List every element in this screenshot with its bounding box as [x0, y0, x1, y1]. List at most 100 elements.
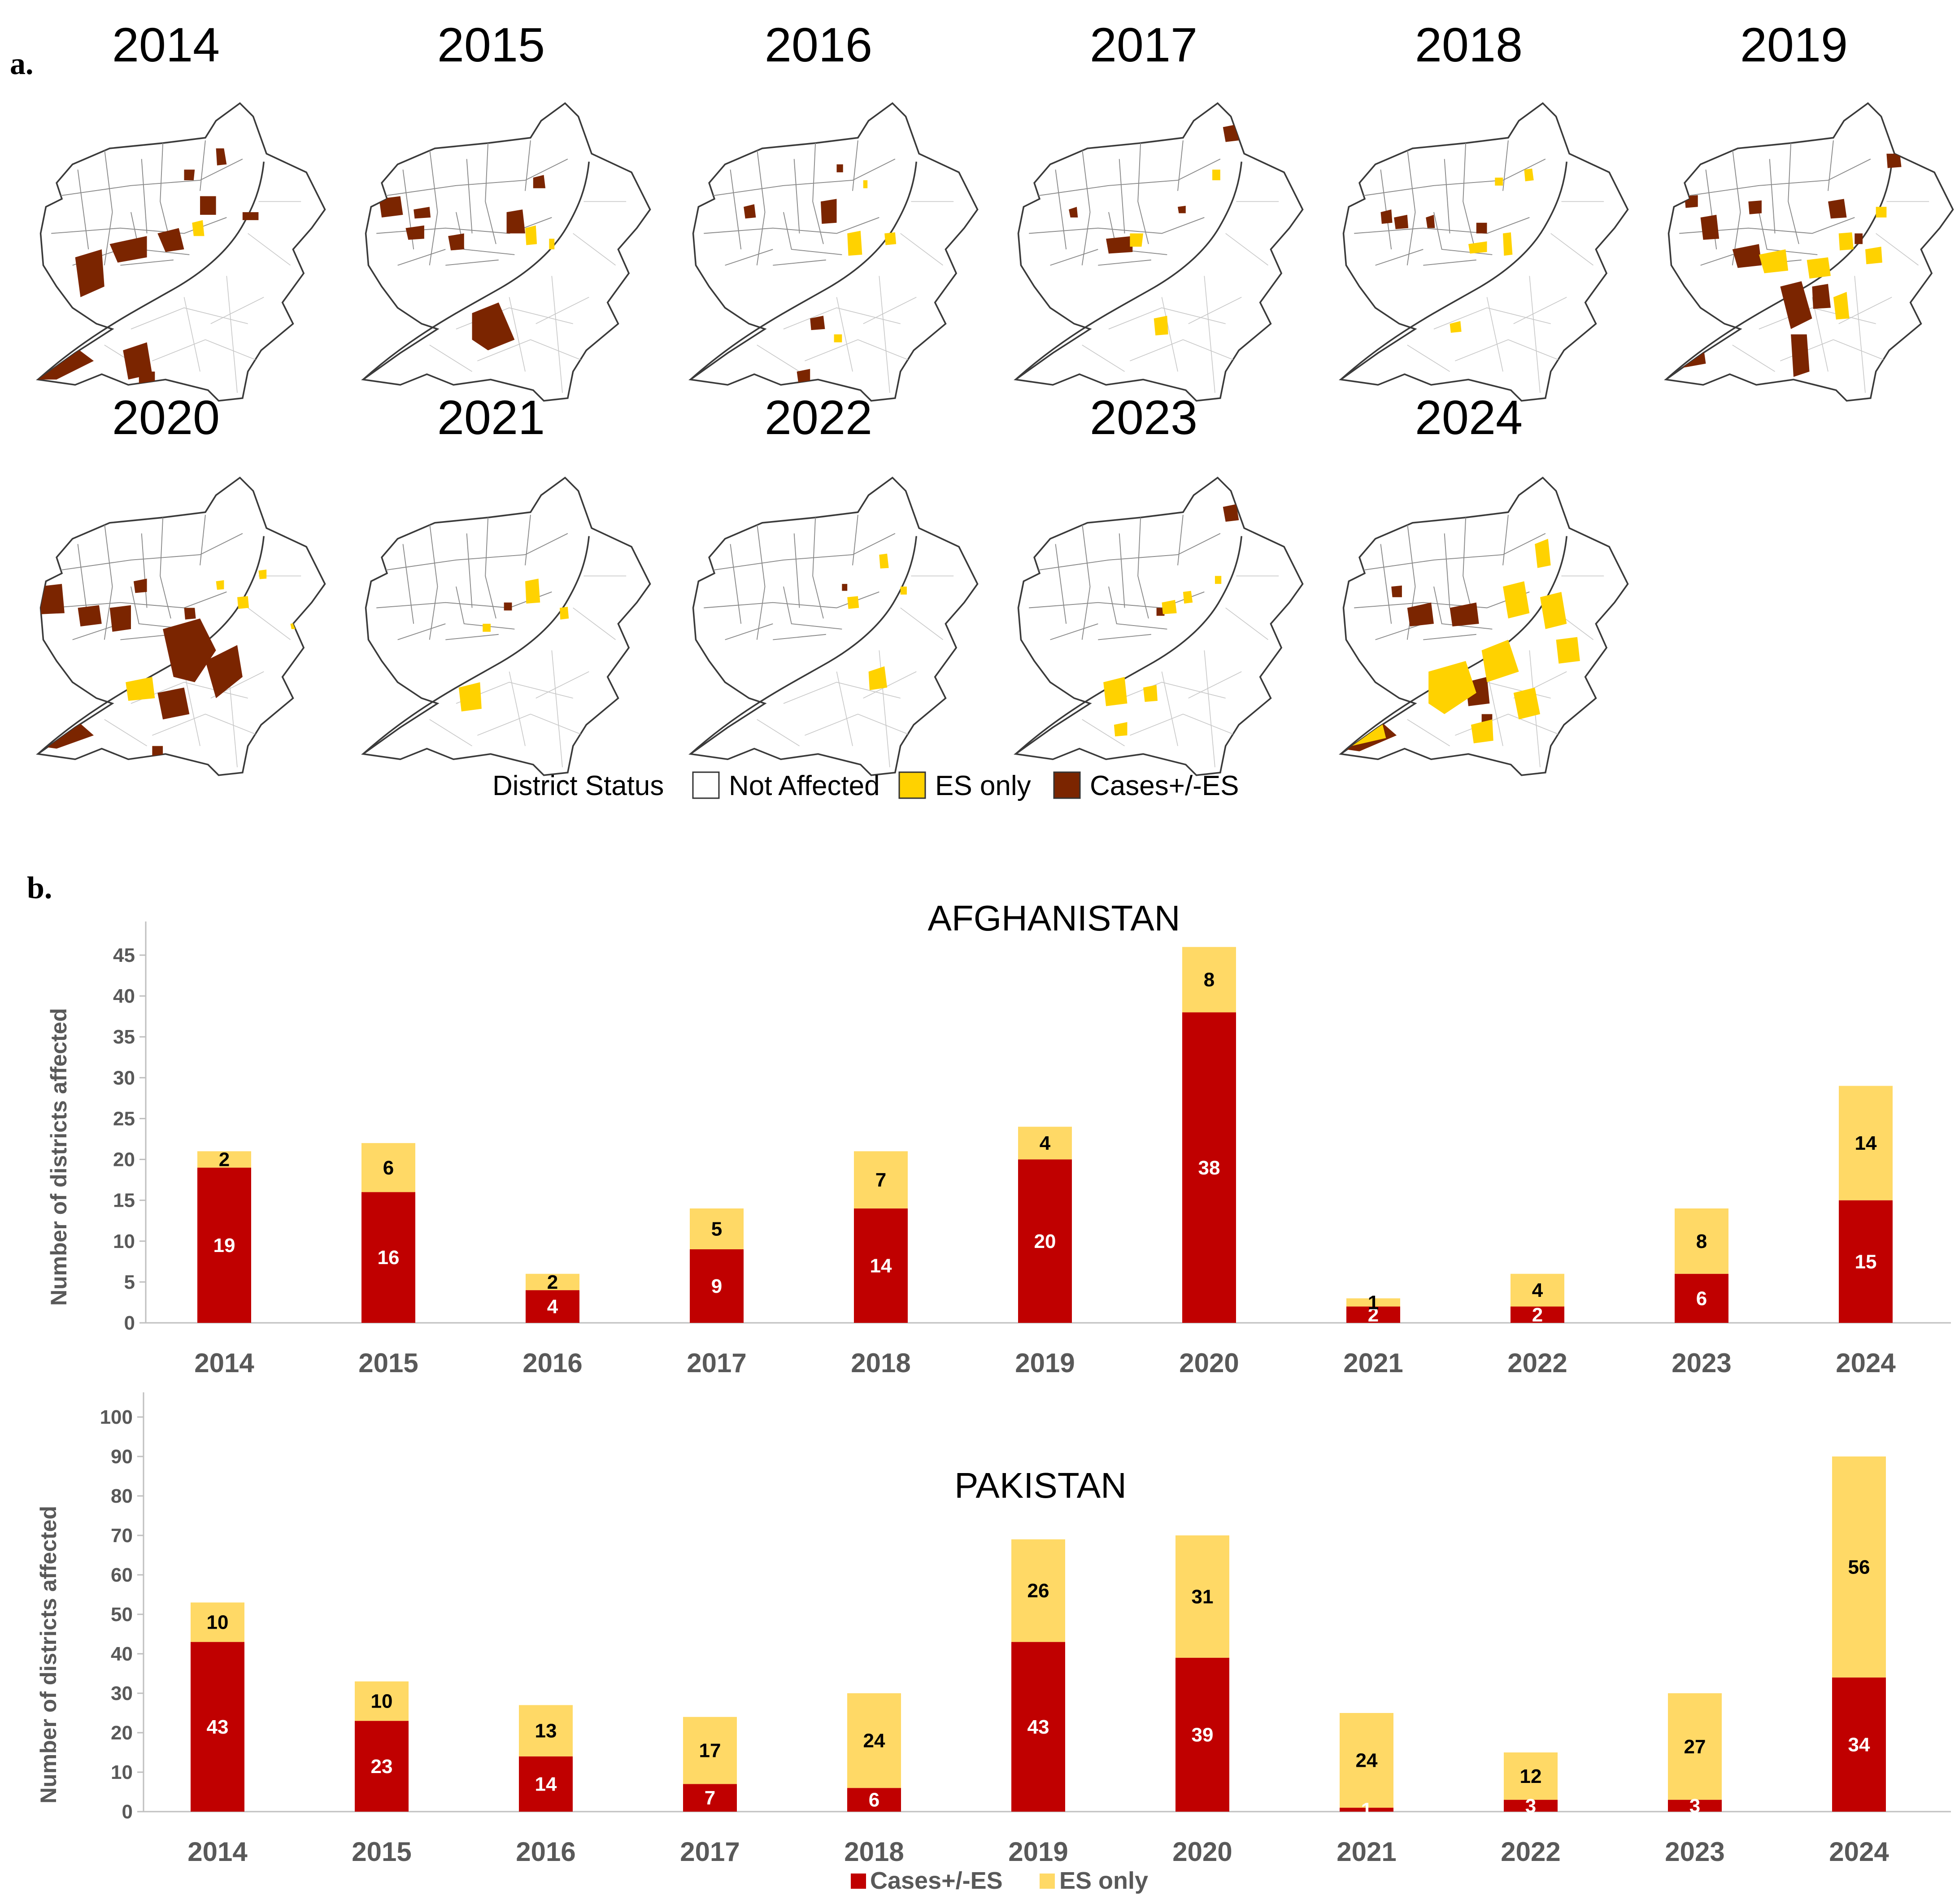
bar-cases-2024 [1839, 1200, 1893, 1323]
bar-es-only-2018 [847, 1693, 901, 1788]
bar-es-only-2022 [1504, 1752, 1558, 1800]
x-tick-label-2014: 2014 [194, 1348, 254, 1378]
x-tick-label-2015: 2015 [352, 1837, 411, 1867]
x-tick-label-2019: 2019 [1008, 1837, 1068, 1867]
bar-label-cases-2020: 39 [1192, 1724, 1214, 1746]
legend-swatch-cases [1053, 771, 1081, 799]
panel-a-label: a. [10, 47, 34, 81]
bar-label-es-only-2018: 24 [863, 1730, 885, 1752]
y-axis-label: Number of districts affected [46, 1008, 71, 1306]
bar-label-es-only-2020: 31 [1192, 1586, 1214, 1608]
y-tick-label: 5 [124, 1271, 135, 1293]
legend-label-cases: Cases+/-ES [1090, 770, 1239, 801]
map-2016 [691, 103, 978, 401]
bar-cases-2021 [1346, 1306, 1400, 1323]
y-tick-label: 0 [122, 1801, 133, 1823]
bar-es-only-2020 [1175, 1535, 1229, 1658]
bar-label-cases-2024: 15 [1855, 1251, 1877, 1273]
x-tick-label-2021: 2021 [1343, 1348, 1403, 1378]
y-tick-label: 10 [111, 1761, 133, 1783]
map-year-title-2017: 2017 [1090, 17, 1197, 72]
bar-label-es-only-2015: 6 [383, 1157, 394, 1179]
y-tick-label: 60 [111, 1564, 133, 1586]
map-year-title-2015: 2015 [437, 17, 545, 72]
bar-label-cases-2021: 2 [1368, 1304, 1379, 1326]
bar-es-only-2021 [1346, 1298, 1400, 1307]
bar-es-only-2017 [690, 1208, 744, 1249]
bar-label-es-only-2019: 4 [1040, 1132, 1051, 1154]
x-tick-label-2023: 2023 [1665, 1837, 1724, 1867]
bar-cases-2019 [1018, 1159, 1072, 1323]
bar-cases-2018 [854, 1208, 908, 1323]
bar-label-cases-2018: 6 [869, 1789, 879, 1811]
bar-es-only-2023 [1675, 1208, 1728, 1274]
map-year-title-2019: 2019 [1740, 17, 1848, 72]
bar-cases-2014 [191, 1642, 244, 1812]
x-tick-label-2022: 2022 [1501, 1837, 1560, 1867]
bar-cases-2019 [1011, 1642, 1065, 1812]
legend-label-es-only: ES only [935, 770, 1031, 801]
bar-label-es-only-2017: 5 [711, 1218, 722, 1240]
map-year-title-2024: 2024 [1415, 390, 1523, 444]
bar-cases-2016 [519, 1756, 573, 1812]
map-2024 [1341, 478, 1628, 775]
map-year-title-2023: 2023 [1090, 390, 1197, 444]
x-tick-label-2019: 2019 [1015, 1348, 1075, 1378]
bar-label-cases-2019: 20 [1034, 1230, 1056, 1252]
bar-es-only-2016 [526, 1274, 579, 1291]
bar-cases-2023 [1668, 1800, 1722, 1812]
map-year-title-2021: 2021 [437, 390, 545, 444]
x-tick-label-2018: 2018 [851, 1348, 910, 1378]
bar-cases-2015 [361, 1192, 415, 1323]
y-tick-label: 0 [124, 1312, 135, 1334]
y-tick-label: 40 [113, 985, 135, 1007]
bar-es-only-2014 [191, 1602, 244, 1642]
bar-label-cases-2014: 19 [213, 1235, 235, 1256]
bar-label-es-only-2016: 2 [547, 1271, 558, 1293]
bar-es-only-2023 [1668, 1693, 1722, 1800]
bar-label-es-only-2024: 14 [1855, 1132, 1877, 1154]
y-tick-label: 10 [113, 1230, 135, 1252]
x-tick-label-2021: 2021 [1336, 1837, 1396, 1867]
bar-legend-label-cases: Cases+/-ES [870, 1867, 1003, 1894]
bar-es-only-2016 [519, 1705, 573, 1756]
bar-label-cases-2016: 14 [535, 1773, 557, 1795]
x-tick-label-2014: 2014 [187, 1837, 248, 1867]
bar-es-only-2024 [1832, 1456, 1886, 1678]
chart-title: PAKISTAN [954, 1465, 1127, 1505]
y-tick-label: 80 [111, 1485, 133, 1507]
bar-label-es-only-2016: 13 [535, 1720, 557, 1742]
y-tick-label: 15 [113, 1190, 135, 1212]
map-2021 [363, 478, 650, 775]
panel-b-label: b. [27, 871, 52, 905]
y-tick-label: 30 [111, 1682, 133, 1704]
bar-es-only-2020 [1182, 947, 1236, 1013]
legend-title: District Status [492, 770, 664, 801]
chart-title: AFGHANISTAN [927, 898, 1180, 938]
bar-legend-swatch-cases [851, 1874, 866, 1889]
bar-cases-2017 [690, 1249, 744, 1323]
y-tick-label: 100 [100, 1406, 133, 1428]
y-tick-label: 50 [111, 1604, 133, 1626]
map-year-titles: 2014 2015 2016 2017 2018 2019 2020 2021 2022 2023… [112, 17, 1848, 444]
map-year-title-2016: 2016 [765, 17, 872, 72]
bar-es-only-2015 [355, 1681, 409, 1721]
bar-label-cases-2024: 34 [1848, 1734, 1870, 1756]
x-tick-label-2018: 2018 [844, 1837, 904, 1867]
bar-es-only-2019 [1011, 1539, 1065, 1642]
bar-label-es-only-2022: 4 [1532, 1279, 1543, 1301]
bar-es-only-2019 [1018, 1126, 1072, 1160]
y-axis-label: Number of districts affected [36, 1506, 61, 1804]
bar-label-cases-2015: 23 [371, 1756, 393, 1778]
chart-afghanistan: AFGHANISTAN Number of districts affected 0… [46, 898, 1951, 1378]
bar-label-es-only-2014: 2 [219, 1149, 230, 1171]
bar-label-es-only-2021: 24 [1356, 1750, 1378, 1772]
bar-cases-2020 [1175, 1657, 1229, 1812]
map-2023 [1016, 478, 1303, 775]
map-2017 [1016, 103, 1303, 401]
bar-label-es-only-2023: 27 [1684, 1736, 1706, 1758]
bar-cases-2021 [1340, 1808, 1393, 1812]
map-year-title-2020: 2020 [112, 390, 220, 444]
bar-label-es-only-2024: 56 [1848, 1556, 1870, 1578]
